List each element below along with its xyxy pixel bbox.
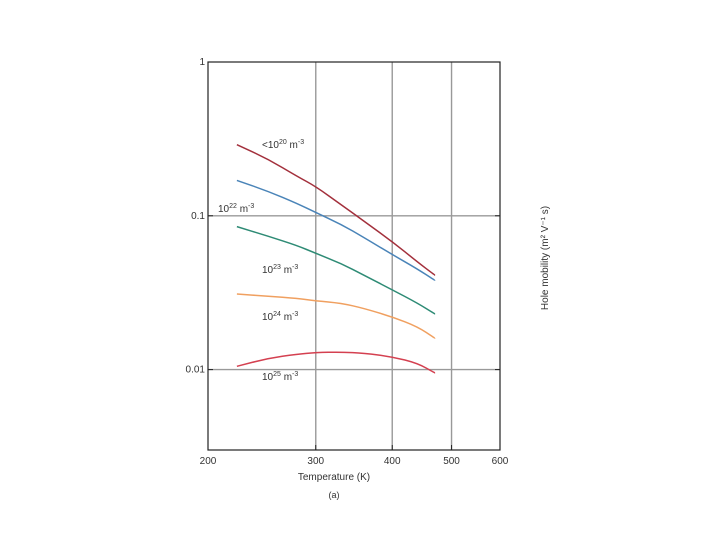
series-line-2 — [236, 225, 436, 315]
x-tick-label-400: 400 — [384, 456, 401, 467]
x-tick-label-200: 200 — [200, 456, 217, 467]
tick-labels: 200 300 400 500 600 1 0.1 0.01 — [186, 57, 509, 467]
series-label-3: 1024 m-3 — [262, 311, 298, 323]
series-line-1 — [236, 179, 436, 282]
series-label-0: <1020 m-3 — [262, 139, 304, 151]
series-line-3 — [236, 293, 436, 339]
y-tick-label-1: 1 — [199, 57, 205, 68]
x-axis-label: Temperature (K) — [298, 472, 370, 483]
y-axis-label: Hole mobility (m² V⁻¹ s) — [540, 206, 551, 310]
series-label-1: 1022 m-3 — [218, 203, 254, 215]
x-tick-label-500: 500 — [443, 456, 460, 467]
series-lines — [236, 144, 436, 374]
series-label-4: 1025 m-3 — [262, 371, 298, 383]
y-tick-label-0.1: 0.1 — [191, 211, 205, 222]
grid-lines — [208, 62, 500, 450]
plot-frame — [207, 61, 501, 451]
series-labels: <1020 m-3 1022 m-3 1023 m-3 1024 m-3 1025 m-… — [218, 139, 304, 383]
series-line-0 — [236, 144, 436, 277]
tick-marks — [207, 61, 501, 450]
x-tick-label-300: 300 — [307, 456, 324, 467]
series-label-2: 1023 m-3 — [262, 264, 298, 276]
x-tick-label-600: 600 — [492, 456, 509, 467]
y-tick-label-0.01: 0.01 — [186, 365, 206, 376]
series-line-4 — [236, 351, 436, 374]
figure-caption: (a) — [329, 490, 340, 500]
